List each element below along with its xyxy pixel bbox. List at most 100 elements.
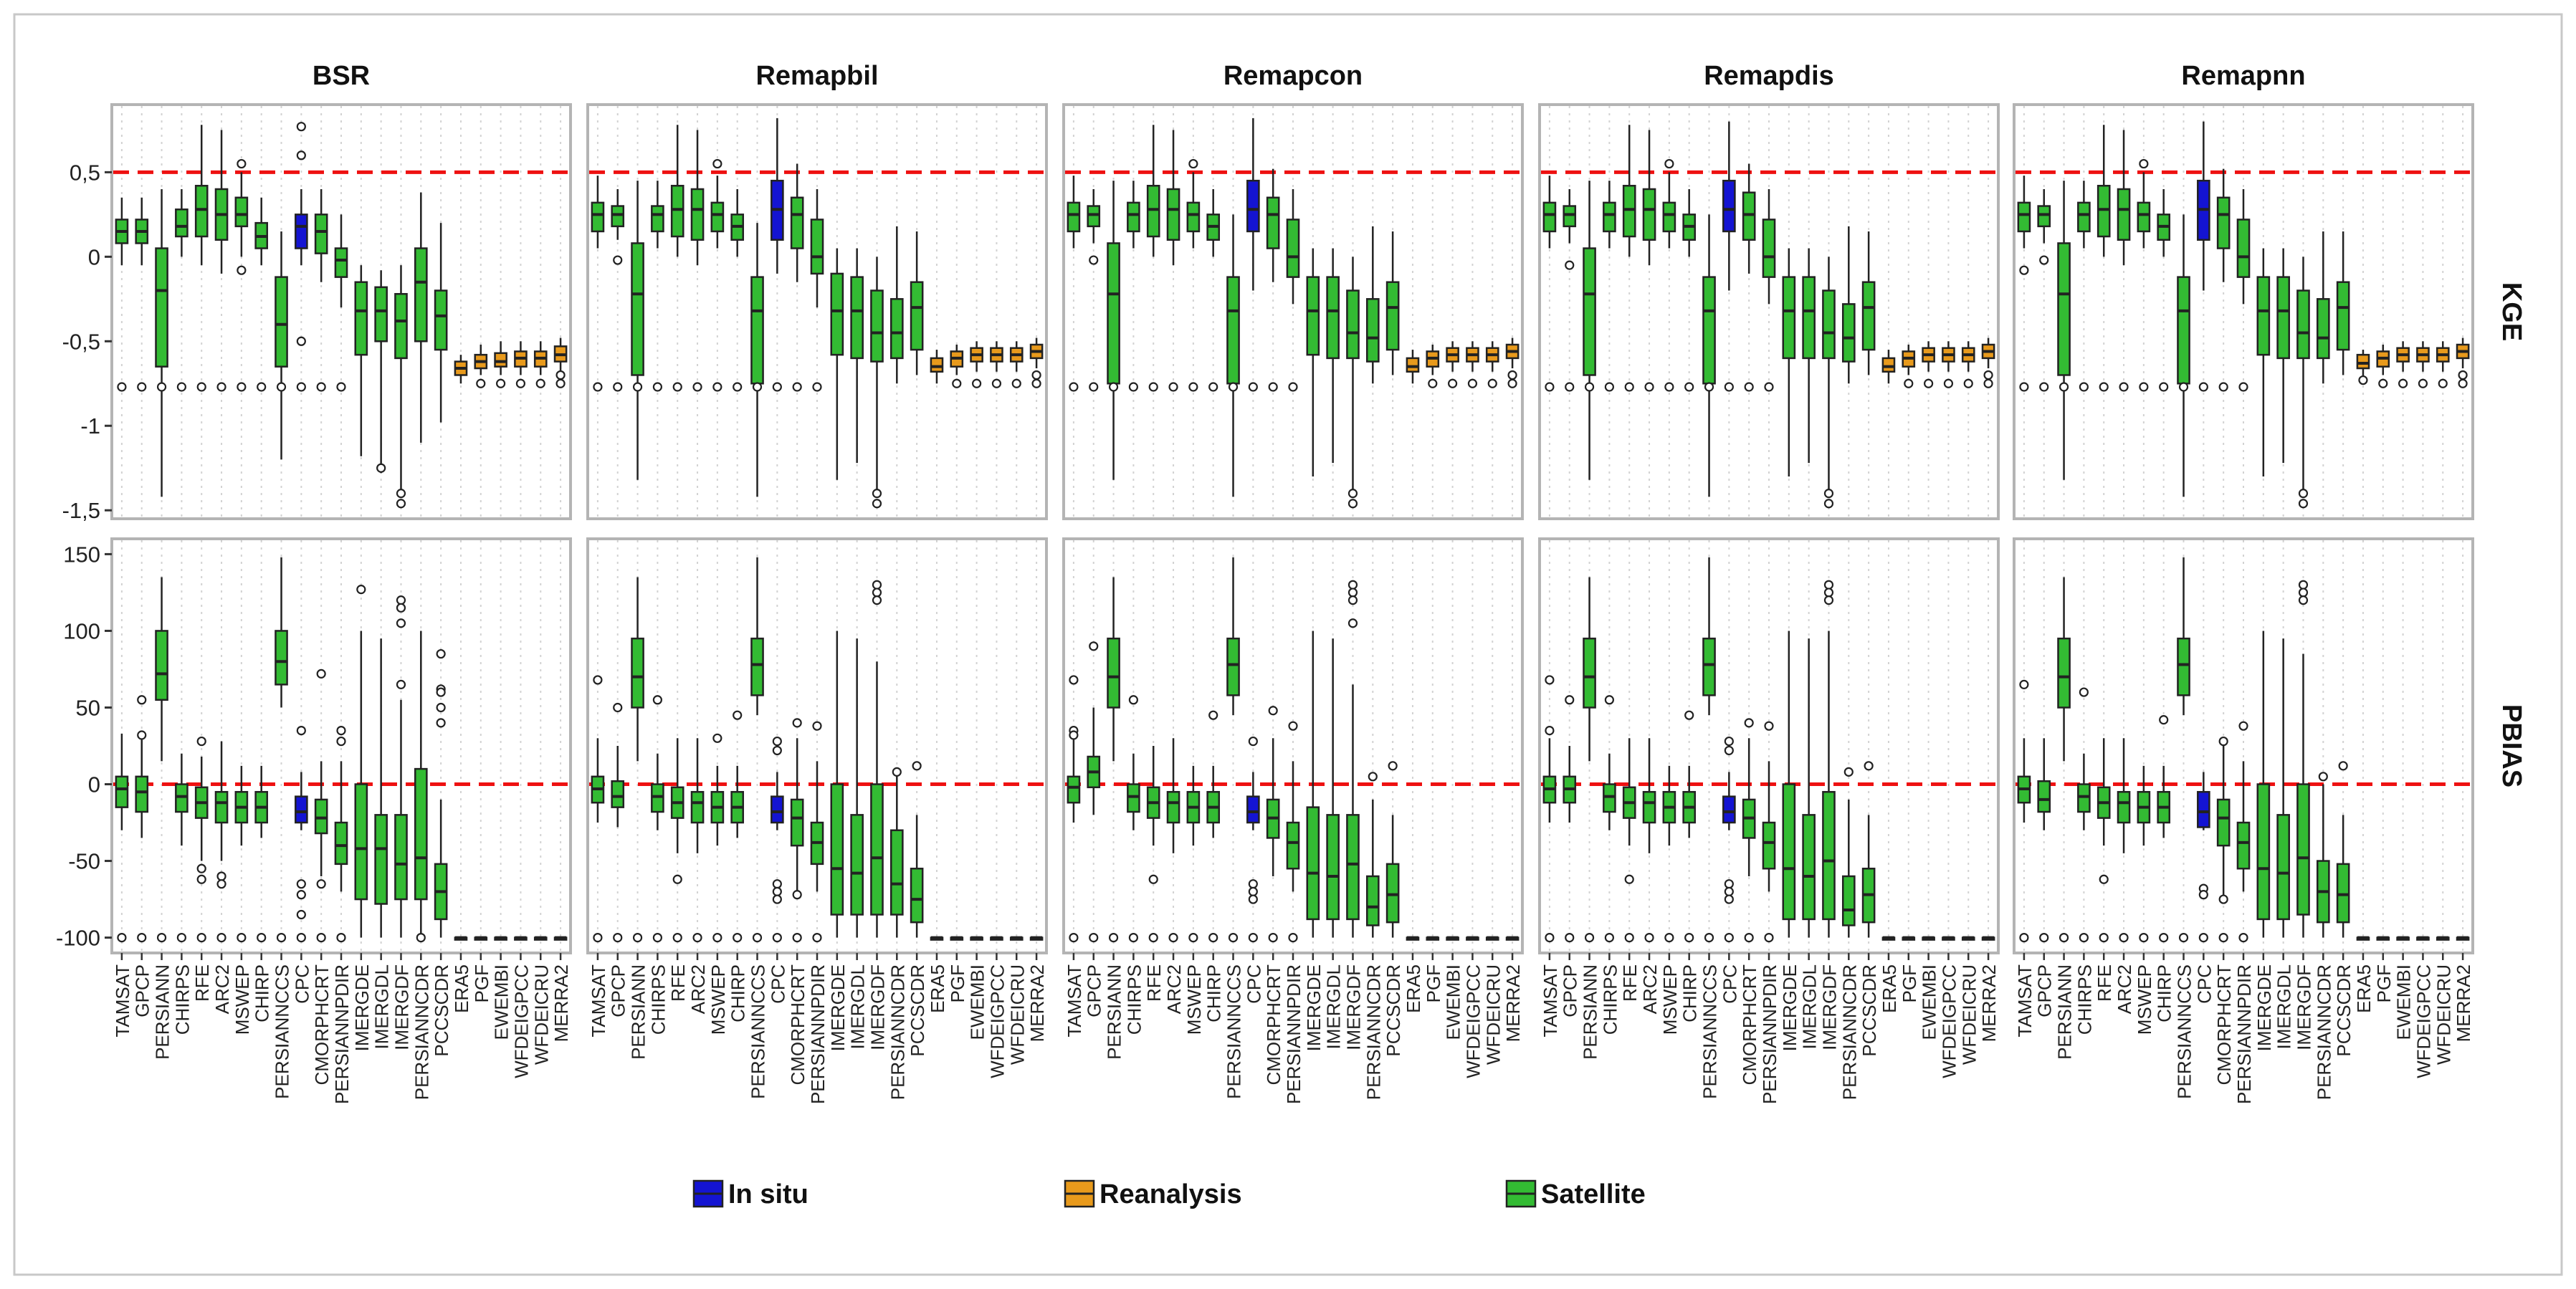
box-body — [1822, 790, 1836, 921]
box-body — [1542, 201, 1557, 233]
outlier-point — [1744, 932, 1754, 943]
outlier-point — [2418, 378, 2428, 388]
x-tick-label: IMERGDL — [1323, 964, 1345, 1049]
x-tick-label: MERRA2 — [2453, 964, 2474, 1042]
outlier-point — [1248, 382, 1258, 392]
box-ewembi — [1446, 936, 1459, 941]
outlier-point — [1248, 886, 1258, 896]
outlier-point — [1724, 932, 1734, 943]
box-body — [214, 790, 229, 824]
x-tick-label: PERSIANNCDR — [887, 964, 908, 1100]
box-body — [2117, 188, 2131, 241]
box-chirps — [651, 181, 664, 249]
box-rfe — [670, 738, 684, 853]
outlier-point — [1724, 879, 1734, 889]
box-arc2 — [214, 130, 229, 274]
box-ewembi — [2396, 341, 2410, 372]
outlier-point — [316, 669, 326, 679]
box-persiannpdir — [2236, 761, 2251, 892]
outlier-point — [2079, 687, 2089, 697]
x-tick-label: WFDEIGPCC — [2413, 964, 2434, 1078]
box-body — [155, 630, 168, 701]
outlier-point — [1188, 932, 1198, 943]
outlier-point — [1031, 378, 1041, 388]
box-era5 — [930, 350, 944, 384]
facet-title-remapcon: Remapcon — [1223, 61, 1363, 91]
box-pccscdr — [910, 231, 924, 375]
box-persiannccs — [1226, 214, 1240, 497]
box-wfdeicru — [1961, 936, 1975, 941]
x-tick-label: MSWEP — [1659, 964, 1681, 1035]
outlier-point — [2298, 489, 2309, 499]
box-persiannccs — [275, 231, 288, 460]
outlier-point — [1268, 932, 1278, 943]
outlier-point — [2099, 874, 2109, 884]
box-imergdf — [870, 661, 884, 938]
box-body — [1306, 276, 1320, 356]
box-body — [651, 205, 664, 233]
outlier-point — [1208, 382, 1218, 392]
x-tick-label: PERSIANNCCS — [2174, 964, 2195, 1099]
box-imergdl — [2276, 638, 2290, 938]
outlier-point — [692, 932, 702, 943]
box-body — [1107, 637, 1120, 709]
x-tick-label: ERA5 — [2353, 964, 2375, 1013]
x-tick-label: PGF — [2373, 964, 2395, 1002]
box-body — [2356, 353, 2370, 370]
box-imergde — [1306, 248, 1320, 477]
x-tick-label: ARC2 — [1163, 964, 1185, 1014]
box-persiannpdir — [1286, 188, 1300, 305]
x-tick-label: MSWEP — [232, 964, 253, 1035]
box-body — [710, 201, 725, 233]
outlier-point — [1664, 382, 1674, 392]
x-tick-label: TAMSAT — [1540, 964, 1561, 1038]
box-pccscdr — [434, 223, 448, 423]
box-pgf — [950, 345, 964, 375]
outlier-point — [772, 736, 782, 747]
outlier-point — [672, 874, 682, 884]
box-body — [910, 868, 924, 924]
box-wfdeigpcc — [514, 341, 528, 375]
box-cmorphcrt — [2216, 168, 2231, 282]
box-mswep — [1662, 172, 1676, 249]
box-body — [334, 247, 348, 278]
outlier-point — [237, 158, 247, 169]
row-labels: KGE PBIAS — [2496, 282, 2527, 787]
legend-item-satellite: Satellite — [1505, 1179, 1646, 1209]
box-body — [135, 775, 149, 813]
outlier-point — [276, 932, 287, 943]
box-chirp — [730, 765, 745, 838]
outlier-point — [1347, 580, 1358, 590]
box-rfe — [1146, 125, 1160, 257]
box-persiann — [631, 181, 644, 480]
x-tick-label: TAMSAT — [2014, 964, 2036, 1038]
x-tick-label: GPCP — [1084, 964, 1105, 1017]
box-gpcp — [135, 197, 149, 266]
outlier-point — [1487, 378, 1497, 388]
box-body — [2276, 276, 2290, 360]
outlier-point — [296, 909, 306, 920]
box-pccscdr — [2336, 231, 2350, 375]
box-body — [2117, 790, 2131, 824]
outlier-point — [237, 265, 247, 275]
box-rfe — [2096, 125, 2111, 257]
box-cpc — [1246, 772, 1260, 830]
box-cmorphcrt — [790, 738, 804, 900]
box-persiannpdir — [810, 761, 824, 892]
x-tick-label: RFE — [191, 964, 213, 1002]
box-merra2 — [1029, 936, 1044, 941]
box-persianncdr — [414, 631, 428, 938]
box-body — [1662, 201, 1676, 233]
box-body — [1762, 219, 1776, 278]
box-imergdf — [870, 257, 884, 490]
outlier-point — [872, 489, 882, 499]
outlier-point — [2119, 932, 2129, 943]
outlier-point — [296, 150, 306, 160]
box-cpc — [771, 772, 784, 830]
outlier-point — [296, 336, 306, 346]
x-tick-label: CMORPHCRT — [1739, 964, 1760, 1086]
box-wfdeigpcc — [1942, 936, 1955, 941]
box-body — [1067, 775, 1081, 804]
outlier-point — [1208, 710, 1218, 720]
box-body — [2017, 201, 2031, 233]
